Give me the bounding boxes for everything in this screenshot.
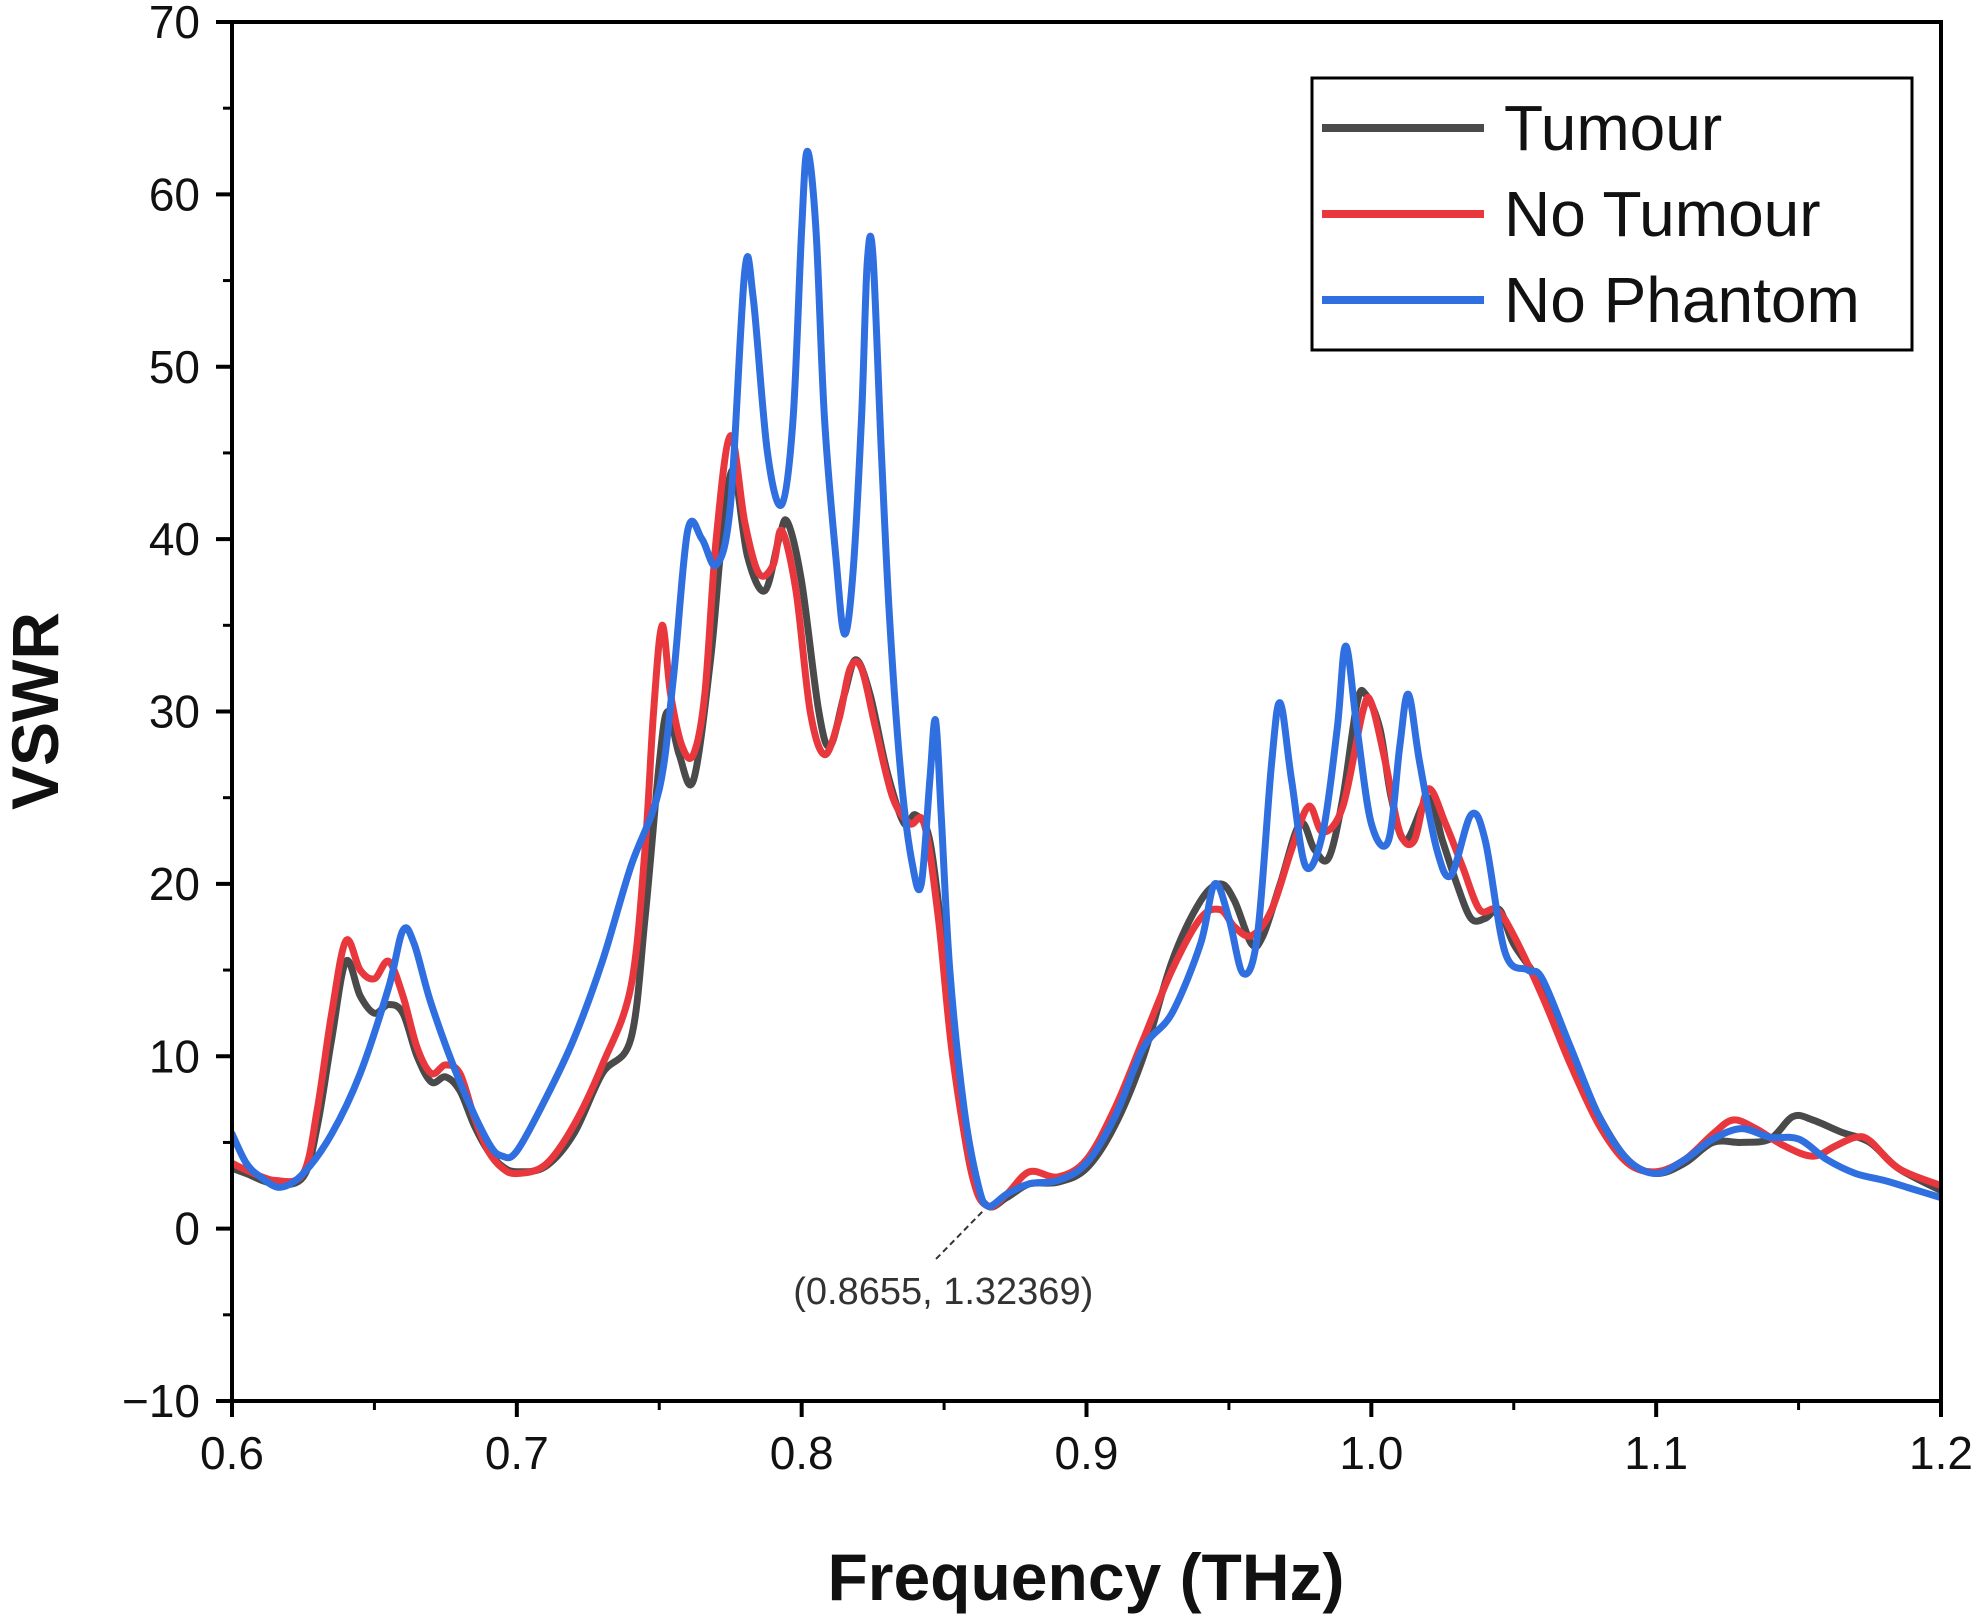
y-tick-label: 10 xyxy=(149,1030,200,1082)
x-tick-label: 0.8 xyxy=(770,1427,834,1479)
y-tick-label: 60 xyxy=(149,168,200,220)
series-line-no-tumour xyxy=(232,432,1941,1211)
legend-label-tumour: Tumour xyxy=(1504,92,1722,164)
series-layer xyxy=(232,147,1941,1211)
y-tick-label: 0 xyxy=(174,1203,200,1255)
x-tick-label: 1.0 xyxy=(1339,1427,1403,1479)
y-axis-title: VSWR xyxy=(0,612,72,810)
x-tick-label: 0.6 xyxy=(200,1427,264,1479)
series-line-tumour xyxy=(232,466,1941,1211)
x-tick-label: 0.9 xyxy=(1055,1427,1119,1479)
series-line-no-phantom xyxy=(232,147,1941,1210)
x-tick-label: 1.2 xyxy=(1909,1427,1973,1479)
y-tick-label: 50 xyxy=(149,341,200,393)
axes-layer: 0.6 0.7 0.8 0.9 1.0 1.1 1.2 −10 0 10 20 30 40 50 60 70 xyxy=(122,0,1973,1479)
y-tick-label: 70 xyxy=(149,0,200,48)
y-tick-label: −10 xyxy=(122,1375,200,1427)
y-tick-label: 20 xyxy=(149,858,200,910)
legend-label-no-phantom: No Phantom xyxy=(1504,264,1860,336)
annotation-layer: (0.8655, 1.32369) xyxy=(793,1211,1093,1313)
x-tick-label: 0.7 xyxy=(485,1427,549,1479)
y-tick-label: 40 xyxy=(149,513,200,565)
legend: Tumour No Tumour No Phantom xyxy=(1310,76,1914,352)
annotation-leader xyxy=(932,1211,983,1263)
x-tick-label: 1.1 xyxy=(1624,1427,1688,1479)
annotation-label: (0.8655, 1.32369) xyxy=(793,1271,1093,1313)
x-axis-title: Frequency (THz) xyxy=(827,1540,1344,1614)
legend-label-no-tumour: No Tumour xyxy=(1504,178,1821,250)
y-tick-label: 30 xyxy=(149,686,200,738)
